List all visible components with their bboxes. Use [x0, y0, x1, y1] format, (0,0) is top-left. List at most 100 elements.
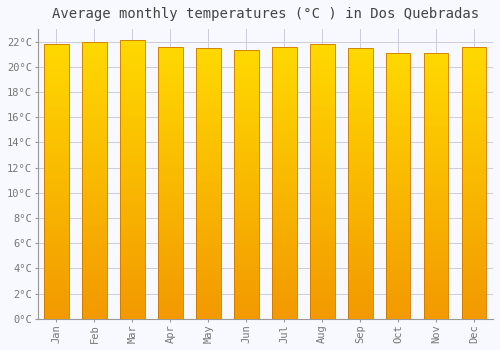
Bar	[424, 202, 448, 204]
Bar	[82, 103, 107, 105]
Bar	[158, 55, 182, 57]
Bar	[82, 208, 107, 211]
Bar	[310, 256, 334, 258]
Bar	[462, 96, 486, 98]
Bar	[44, 258, 69, 261]
Bar	[234, 160, 258, 163]
Bar	[462, 210, 486, 213]
Bar	[272, 90, 296, 93]
Bar	[310, 291, 334, 294]
Bar	[158, 199, 182, 202]
Bar	[424, 111, 448, 114]
Bar	[424, 212, 448, 215]
Bar	[234, 222, 258, 225]
Bar	[424, 266, 448, 268]
Bar	[196, 218, 220, 221]
Bar	[462, 104, 486, 106]
Bar	[158, 98, 182, 101]
Bar	[272, 273, 296, 275]
Bar	[424, 104, 448, 106]
Bar	[44, 179, 69, 181]
Bar	[348, 210, 372, 213]
Bar	[120, 260, 144, 263]
Bar	[462, 82, 486, 85]
Bar	[234, 211, 258, 214]
Bar	[158, 153, 182, 155]
Bar	[272, 49, 296, 52]
Bar	[158, 224, 182, 226]
Bar	[424, 162, 448, 164]
Bar	[462, 180, 486, 183]
Bar	[424, 149, 448, 151]
Bar	[272, 218, 296, 221]
Bar	[310, 203, 334, 206]
Bar	[120, 208, 144, 210]
Bar	[82, 302, 107, 305]
Bar	[310, 280, 334, 283]
Bar	[462, 229, 486, 232]
Bar	[196, 51, 220, 53]
Bar	[82, 58, 107, 61]
Bar	[424, 226, 448, 229]
Bar	[386, 64, 410, 66]
Bar	[348, 102, 372, 105]
Bar	[310, 313, 334, 316]
Bar	[272, 253, 296, 256]
Bar	[310, 107, 334, 110]
Bar	[82, 255, 107, 258]
Bar	[462, 232, 486, 235]
Bar	[82, 202, 107, 205]
Bar	[120, 152, 144, 154]
Bar	[386, 196, 410, 199]
Bar	[196, 148, 220, 151]
Bar	[196, 284, 220, 286]
Bar	[44, 231, 69, 234]
Bar	[120, 163, 144, 166]
Bar	[82, 89, 107, 92]
Bar	[120, 107, 144, 110]
Bar	[120, 194, 144, 196]
Bar	[234, 271, 258, 273]
Bar	[310, 140, 334, 143]
Bar	[424, 90, 448, 93]
Bar	[386, 111, 410, 114]
Bar	[386, 53, 410, 319]
Bar	[44, 72, 69, 74]
Bar	[348, 216, 372, 218]
Bar	[462, 126, 486, 128]
Bar	[424, 314, 448, 316]
Bar	[386, 281, 410, 284]
Bar	[234, 203, 258, 206]
Bar	[462, 316, 486, 319]
Bar	[82, 216, 107, 219]
Bar	[158, 186, 182, 188]
Bar	[272, 261, 296, 264]
Bar	[196, 294, 220, 297]
Bar	[272, 278, 296, 281]
Bar	[234, 284, 258, 287]
Bar	[348, 48, 372, 319]
Bar	[44, 113, 69, 116]
Bar	[462, 85, 486, 88]
Bar	[348, 78, 372, 80]
Bar	[82, 117, 107, 119]
Bar	[272, 166, 296, 169]
Bar	[158, 243, 182, 245]
Bar	[82, 233, 107, 236]
Bar	[158, 210, 182, 213]
Bar	[272, 63, 296, 66]
Bar	[462, 267, 486, 270]
Bar	[348, 224, 372, 227]
Bar	[348, 170, 372, 173]
Bar	[386, 183, 410, 186]
Bar	[310, 157, 334, 160]
Bar	[462, 55, 486, 57]
Bar	[196, 83, 220, 86]
Bar	[234, 166, 258, 168]
Bar	[158, 253, 182, 256]
Bar	[44, 52, 69, 55]
Bar	[386, 234, 410, 236]
Bar	[348, 156, 372, 159]
Bar	[462, 196, 486, 199]
Bar	[196, 59, 220, 62]
